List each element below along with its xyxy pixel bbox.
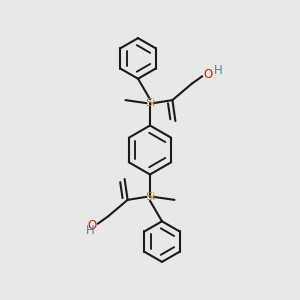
Text: Si: Si [145,98,155,108]
Text: O: O [87,219,96,232]
Text: H: H [86,224,94,237]
Text: O: O [204,68,213,81]
Text: H: H [214,64,223,77]
Text: Si: Si [145,192,155,202]
